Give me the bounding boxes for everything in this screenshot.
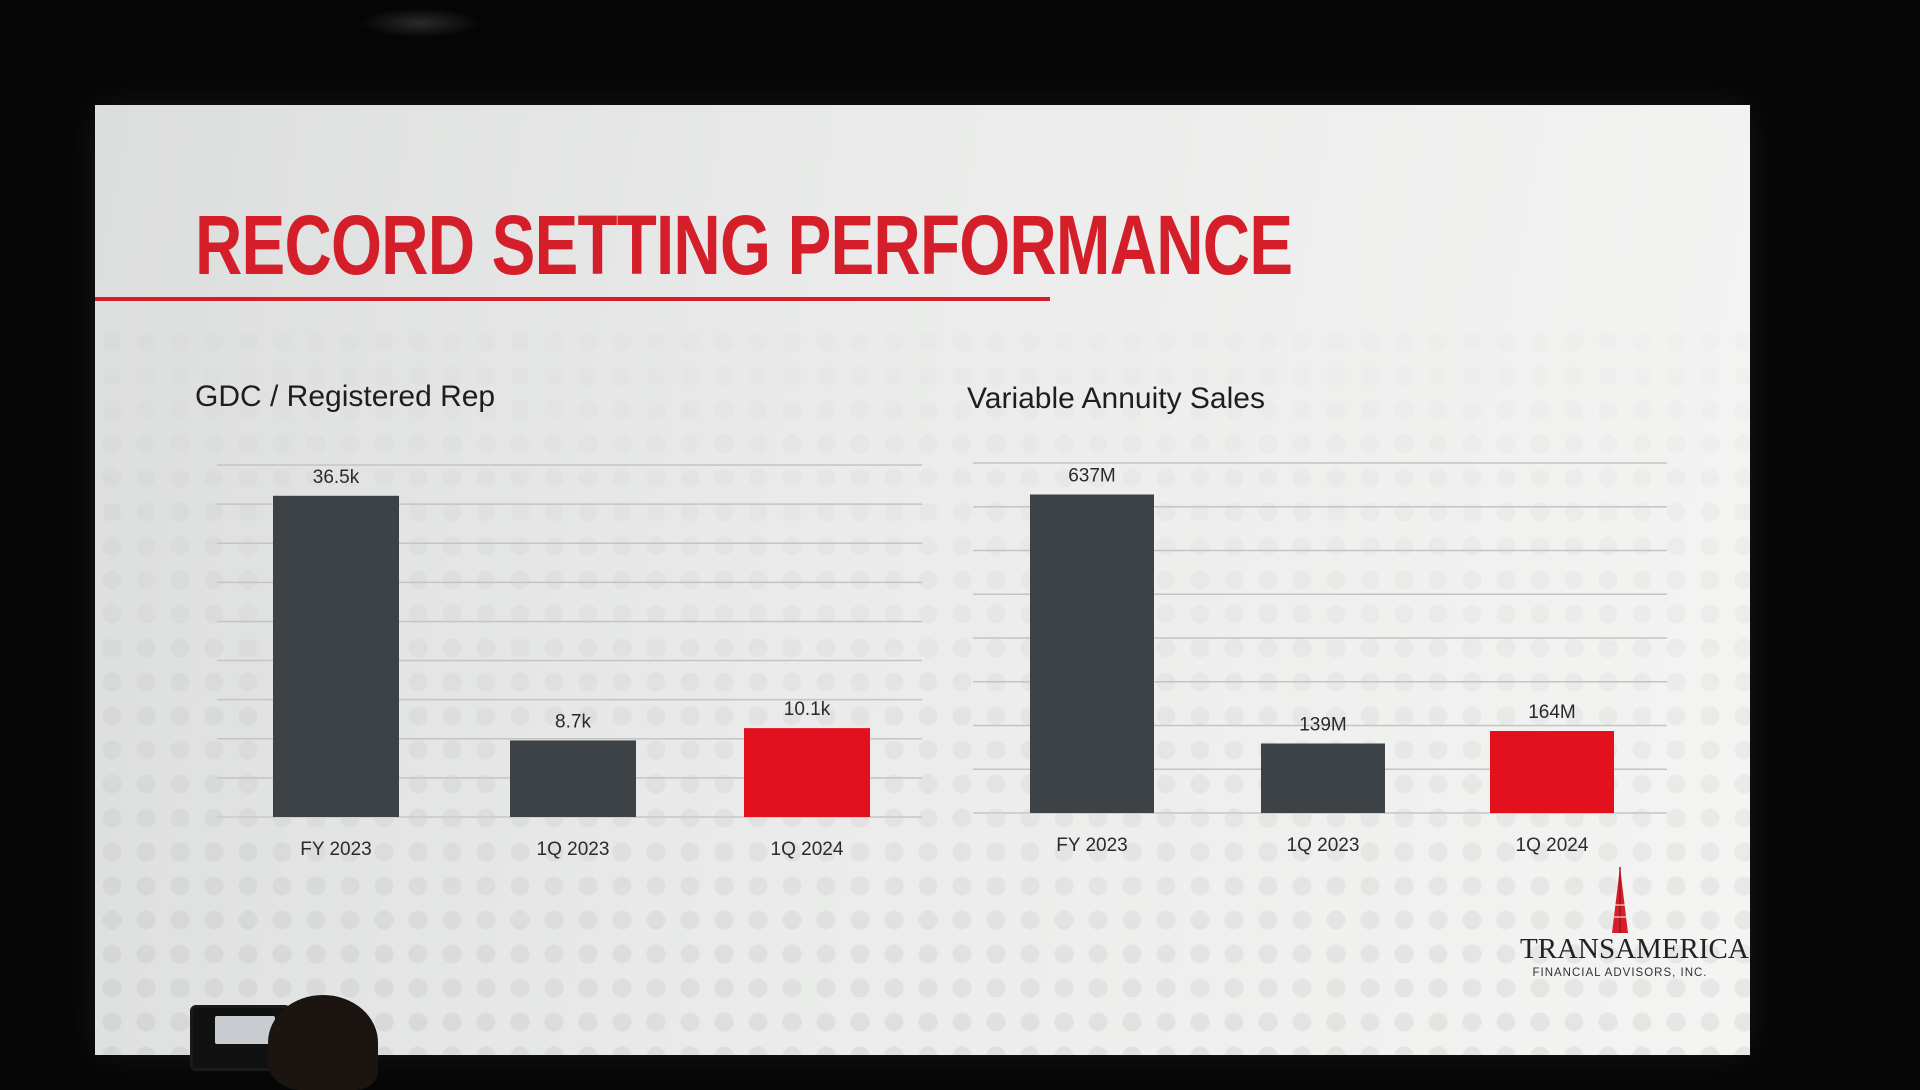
bar-1q-2024 bbox=[1490, 731, 1614, 813]
bar-1q-2023 bbox=[1261, 743, 1385, 813]
bar-fy-2023 bbox=[1030, 494, 1154, 813]
audience-hand bbox=[268, 995, 378, 1090]
category-label: 1Q 2023 bbox=[537, 839, 610, 860]
data-label: 10.1k bbox=[784, 699, 831, 720]
data-label: 8.7k bbox=[555, 711, 591, 732]
category-label: 1Q 2023 bbox=[1287, 835, 1360, 856]
title-underline bbox=[95, 297, 1050, 301]
slide-title: RECORD SETTING PERFORMANCE bbox=[195, 198, 1293, 292]
category-label: FY 2023 bbox=[300, 839, 371, 860]
data-label: 637M bbox=[1068, 466, 1116, 487]
bar-1q-2024 bbox=[744, 728, 870, 817]
data-label: 164M bbox=[1528, 702, 1576, 723]
bar-1q-2023 bbox=[510, 740, 636, 817]
pyramid-icon bbox=[1612, 867, 1628, 933]
chart-title-variable-annuity: Variable Annuity Sales bbox=[967, 382, 1265, 415]
bar-charts: 36.5k FY 2023 8.7k 1Q 2023 10.1k 1Q 2024 637M F… bbox=[217, 462, 1667, 860]
bar-fy-2023 bbox=[273, 495, 399, 817]
category-label: 1Q 2024 bbox=[1516, 835, 1589, 856]
data-label: 139M bbox=[1299, 715, 1347, 736]
logo-name: TRANSAMERICA bbox=[1520, 933, 1749, 965]
category-label: 1Q 2024 bbox=[771, 839, 844, 860]
data-label: 36.5k bbox=[313, 467, 360, 488]
chart-title-gdc: GDC / Registered Rep bbox=[195, 380, 496, 413]
transamerica-logo: TRANSAMERICA FINANCIAL ADVISORS, INC. bbox=[1520, 865, 1749, 995]
logo-subtitle: FINANCIAL ADVISORS, INC. bbox=[1532, 967, 1708, 979]
category-label: FY 2023 bbox=[1056, 835, 1127, 856]
ceiling-light bbox=[360, 8, 480, 38]
projection-screen: RECORD SETTING PERFORMANCE GDC / Registe… bbox=[95, 105, 1750, 1055]
phone-screen bbox=[215, 1016, 275, 1044]
